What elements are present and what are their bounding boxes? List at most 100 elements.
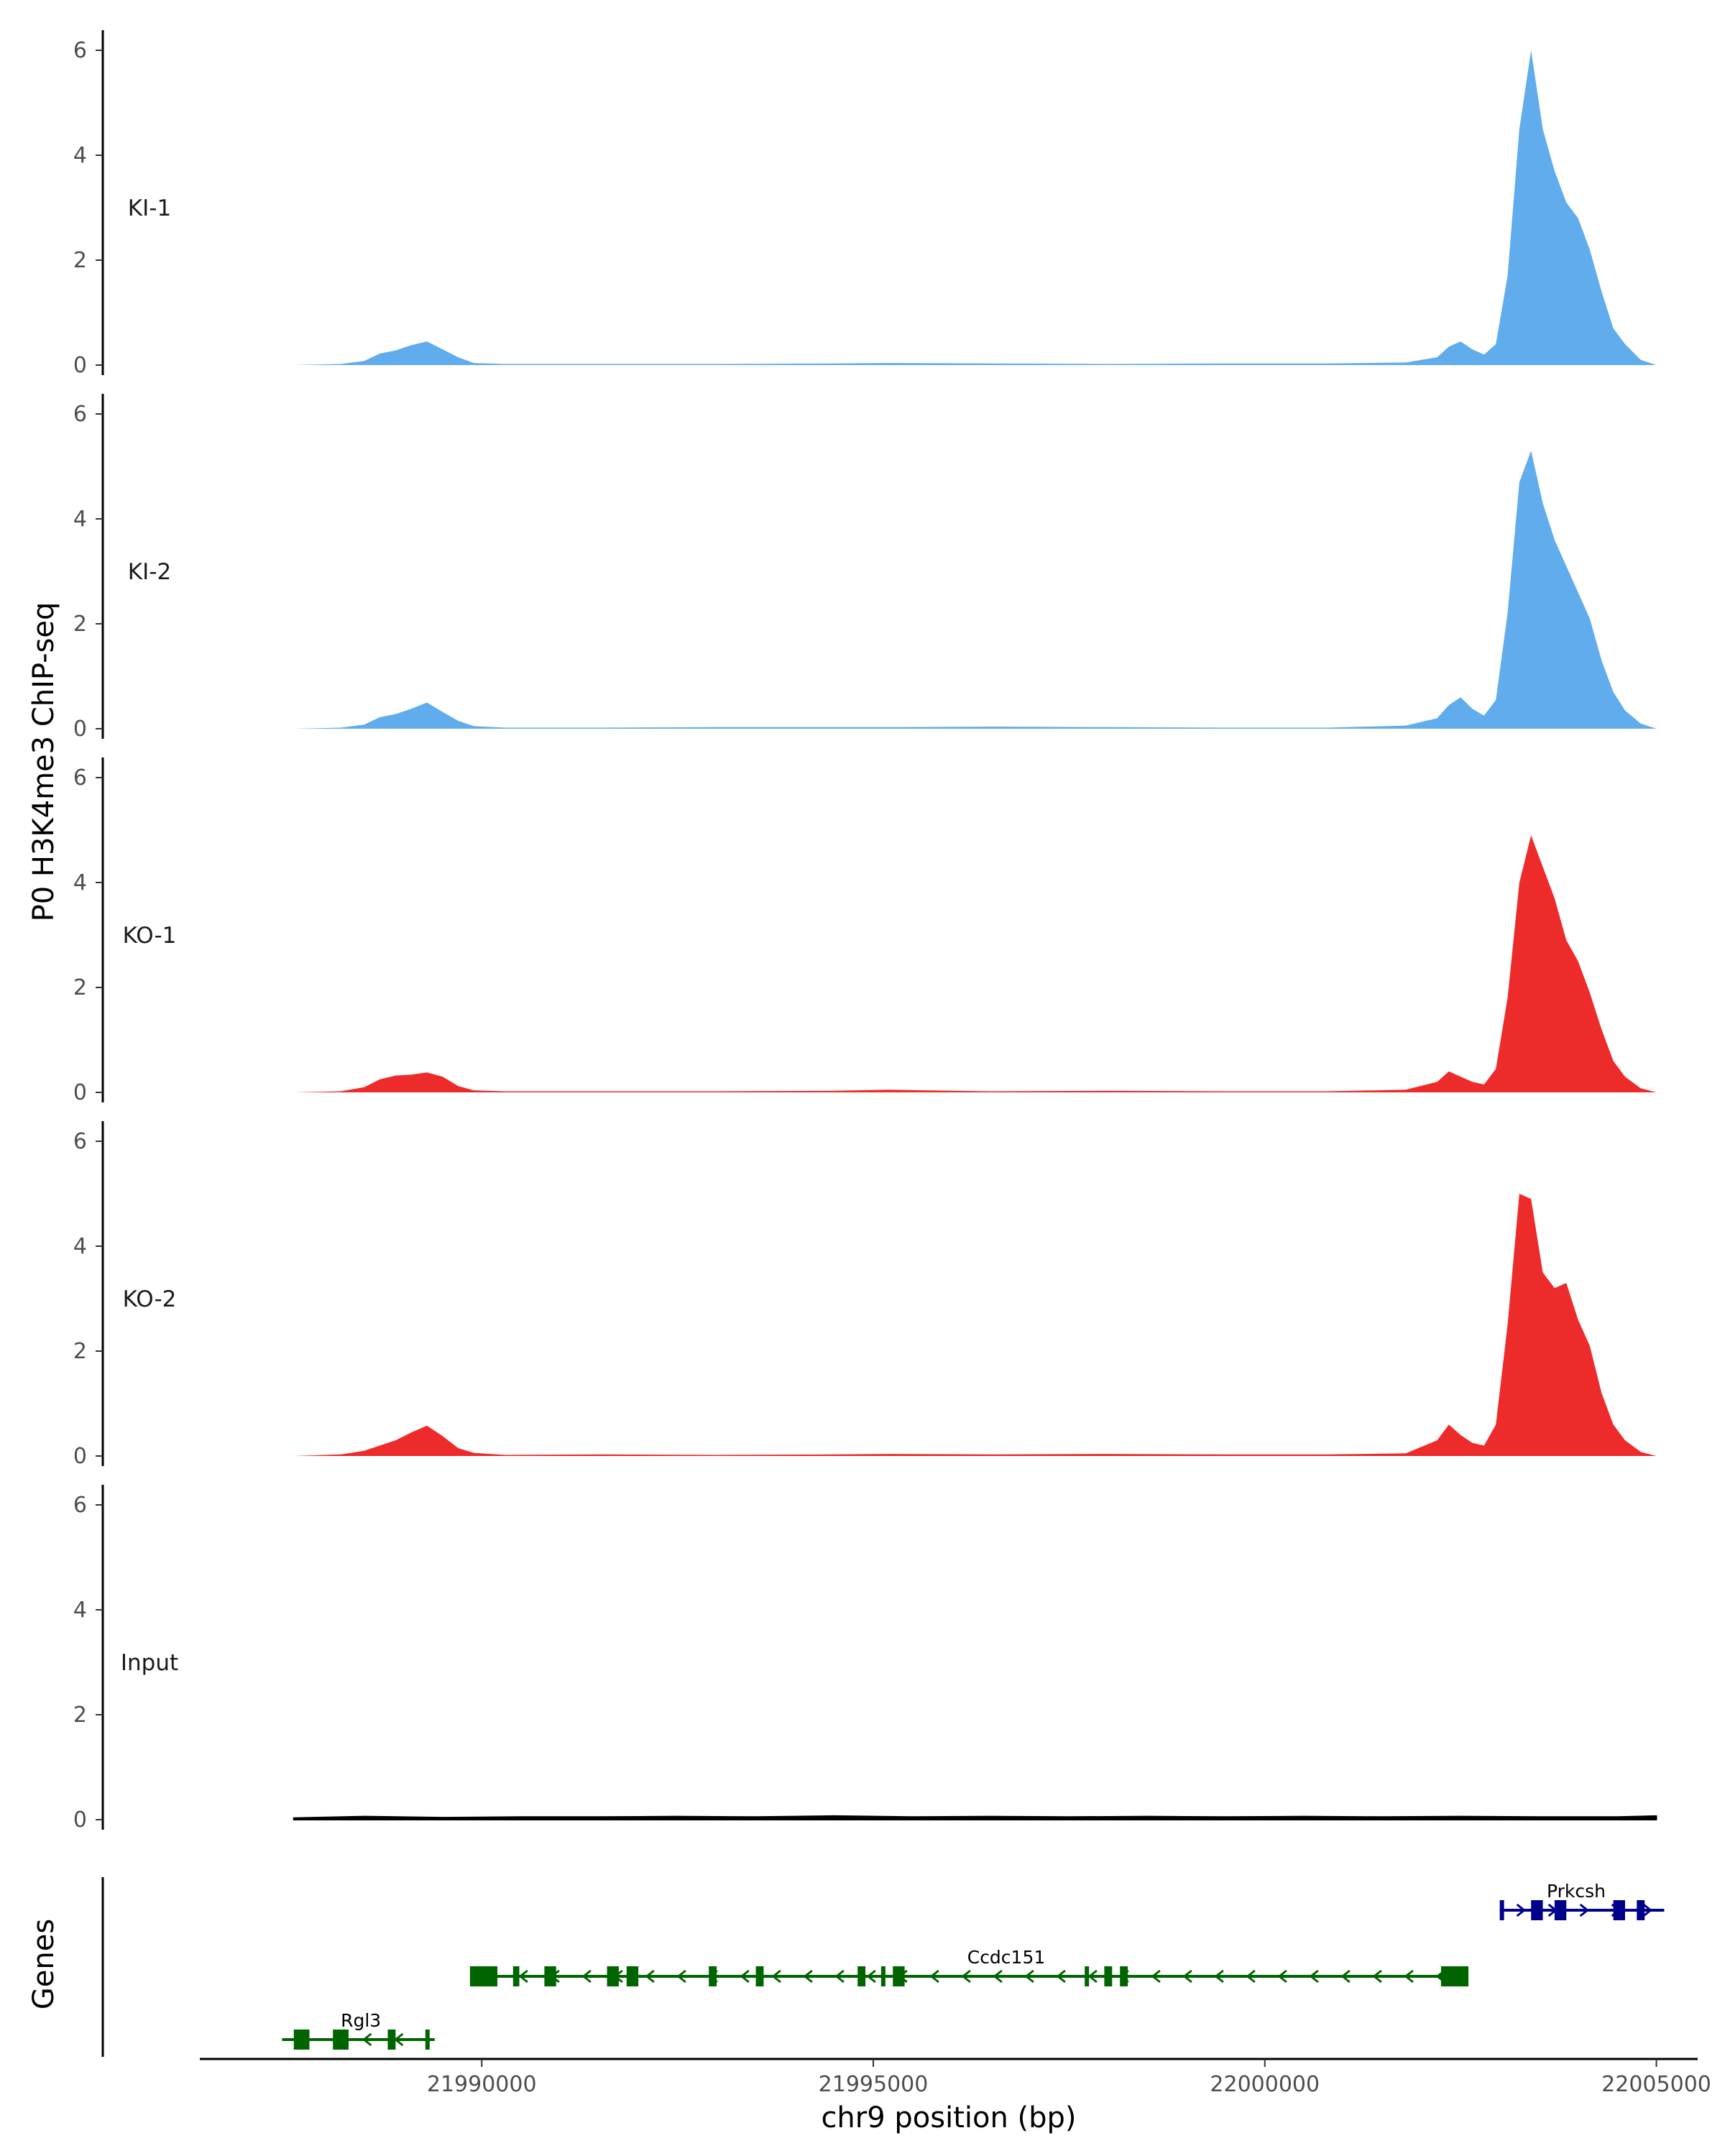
x-axis: 21990000 21995000 22000000 22005000 — [200, 2058, 1711, 2097]
gene-label: Ccdc151 — [967, 1947, 1046, 1968]
y-tick-label: 4 — [73, 507, 87, 532]
track-ko-1: 0 2 4 6 KO-1 — [73, 757, 1657, 1105]
coverage-area-ki-2 — [293, 451, 1657, 729]
track-label: KI-2 — [128, 559, 171, 585]
strand-arrow — [929, 1969, 939, 1984]
gene-exon — [607, 1966, 619, 1986]
strand-arrow — [1340, 1969, 1351, 1984]
strand-arrow — [1214, 1969, 1224, 1984]
strand-arrow — [1404, 1969, 1414, 1984]
gene-exon — [1554, 1900, 1567, 1920]
track-label: KI-1 — [128, 195, 171, 221]
strand-arrow — [1151, 1969, 1161, 1984]
gene-exon — [1613, 1900, 1625, 1920]
track-label: Input — [121, 1650, 178, 1676]
strand-arrow — [993, 1969, 1003, 1984]
track-input: 0 2 4 6 Input — [73, 1485, 1657, 1833]
y-tick-label: 6 — [73, 38, 87, 63]
coverage-tracks: 0 2 4 6 KI-1 0 2 4 6 KI-2 0 2 4 6 KO-1 0 2 4 6 KO-2 0 2 4 6 Inpu… — [73, 30, 1657, 1833]
gene-prkcsh: Prkcsh — [1499, 1881, 1665, 1920]
track-ki-1: 0 2 4 6 KI-1 — [73, 30, 1657, 378]
gene-exon — [512, 1966, 520, 1986]
gene-exon — [293, 2030, 310, 2050]
track-label: KO-2 — [123, 1286, 177, 1312]
y-tick-label: 2 — [73, 612, 87, 637]
y-tick-label: 0 — [73, 353, 87, 378]
strand-arrow — [740, 1969, 750, 1984]
strand-arrow — [1182, 1969, 1192, 1984]
track-label: KO-1 — [123, 923, 177, 949]
strand-arrow — [1277, 1969, 1287, 1984]
y-tick-label: 6 — [73, 1129, 87, 1154]
gene-exon — [893, 1966, 905, 1986]
strand-arrow — [1056, 1969, 1066, 1984]
y-tick-label: 2 — [73, 1339, 87, 1364]
track-ko-2: 0 2 4 6 KO-2 — [73, 1121, 1657, 1469]
y-tick-label: 2 — [73, 1703, 87, 1728]
y-tick-label: 0 — [73, 1807, 87, 1833]
y-tick-label: 4 — [73, 870, 87, 895]
gene-exon — [1120, 1966, 1128, 1986]
y-axis-title: P0 H3K4me3 ChIP-seq — [27, 602, 60, 922]
gene-exon — [425, 2030, 430, 2050]
y-tick-label: 4 — [73, 1234, 87, 1259]
coverage-area-ko-2 — [293, 1194, 1657, 1456]
strand-arrow — [834, 1969, 845, 1984]
strand-arrow — [518, 1969, 528, 1984]
gene-exon — [1085, 1966, 1090, 1986]
x-axis-title: chr9 position (bp) — [821, 2101, 1076, 2134]
strand-arrow — [1024, 1969, 1034, 1984]
track-ki-2: 0 2 4 6 KI-2 — [73, 394, 1657, 742]
gene-exon — [1440, 1966, 1469, 1986]
strand-arrow — [581, 1969, 592, 1984]
coverage-area-ki-1 — [293, 50, 1657, 365]
gene-exon — [1104, 1966, 1113, 1986]
genes-axis-title: Genes — [27, 1919, 60, 2009]
gene-exon — [333, 2030, 349, 2050]
x-tick-label: 21995000 — [819, 2072, 929, 2097]
gene-exon — [709, 1966, 717, 1986]
strand-arrow — [676, 1969, 686, 1984]
gene-ccdc151: Ccdc151 — [469, 1947, 1469, 1986]
gene-rgl3: Rgl3 — [282, 2010, 435, 2050]
strand-arrow — [1246, 1969, 1256, 1984]
strand-arrow — [1372, 1969, 1382, 1984]
coverage-area-ko-1 — [293, 835, 1657, 1092]
gene-exon — [880, 1966, 886, 1986]
gene-exon — [1531, 1900, 1543, 1920]
strand-arrow — [645, 1969, 655, 1984]
strand-arrow — [1516, 1903, 1527, 1917]
y-tick-label: 6 — [73, 1493, 87, 1518]
gene-label: Rgl3 — [341, 2010, 381, 2031]
gene-exon — [1637, 1900, 1645, 1920]
y-tick-label: 6 — [73, 765, 87, 791]
x-tick-label: 21990000 — [427, 2072, 537, 2097]
strand-arrow — [1579, 1903, 1590, 1917]
genes-panel: Prkcsh Ccdc151 Rgl3 — [101, 1877, 1665, 2057]
gene-exon — [857, 1966, 866, 1986]
gene-label: Prkcsh — [1547, 1881, 1606, 1902]
gene-exon — [755, 1966, 764, 1986]
y-tick-label: 0 — [73, 1444, 87, 1469]
strand-arrow — [1309, 1969, 1319, 1984]
y-tick-label: 2 — [73, 248, 87, 273]
x-tick-label: 22000000 — [1210, 2072, 1320, 2097]
gene-exon — [469, 1966, 498, 1986]
strand-arrow — [393, 2032, 404, 2047]
x-tick-label: 22005000 — [1601, 2072, 1711, 2097]
gene-exon — [626, 1966, 639, 1986]
gene-exon — [544, 1966, 556, 1986]
y-tick-label: 6 — [73, 402, 87, 427]
y-tick-label: 4 — [73, 143, 87, 168]
strand-arrow — [1087, 1969, 1098, 1984]
strand-arrow — [961, 1969, 971, 1984]
y-tick-label: 0 — [73, 1080, 87, 1105]
strand-arrow — [771, 1969, 781, 1984]
strand-arrow — [803, 1969, 813, 1984]
gene-exon — [387, 2030, 396, 2050]
strand-arrow — [866, 1969, 876, 1984]
y-tick-label: 0 — [73, 717, 87, 742]
y-tick-label: 2 — [73, 975, 87, 1000]
